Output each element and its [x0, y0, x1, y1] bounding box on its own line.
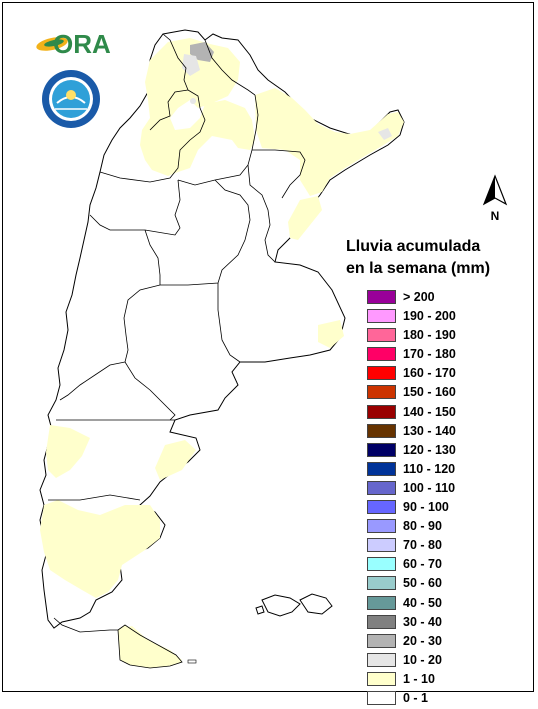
legend-label: 120 - 130 — [403, 442, 456, 457]
smn-emblem — [42, 70, 100, 128]
legend-label: > 200 — [403, 290, 435, 304]
legend-swatch — [367, 461, 396, 476]
legend-label: 1 - 10 — [403, 671, 435, 686]
ora-logo-text: ORA — [53, 29, 111, 59]
legend-swatch — [367, 576, 396, 591]
legend-swatch — [367, 519, 396, 534]
north-label: N — [491, 209, 500, 223]
ora-leaf-icon — [36, 37, 68, 51]
legend-label: 10 - 20 — [403, 652, 442, 667]
legend-swatch — [367, 366, 396, 381]
legend-swatch — [367, 557, 396, 572]
legend-swatch — [367, 290, 396, 304]
legend-swatch — [367, 328, 396, 343]
legend-swatch — [367, 538, 396, 553]
north-arrow-icon: N — [482, 174, 508, 223]
legend-label: 170 - 180 — [403, 347, 456, 362]
legend-label: 140 - 150 — [403, 404, 456, 419]
legend-label: 160 - 170 — [403, 366, 456, 381]
legend-label: 30 - 40 — [403, 614, 442, 629]
legend-label: 0 - 1 — [403, 690, 429, 705]
legend-swatch — [367, 500, 396, 515]
legend-swatch — [367, 690, 396, 705]
small-island — [187, 659, 197, 664]
legend-swatch — [367, 614, 396, 629]
legend-swatch — [367, 385, 396, 400]
legend-label: 60 - 70 — [403, 557, 442, 572]
legend-label: 20 - 30 — [403, 633, 442, 648]
tierra-del-fuego — [117, 624, 183, 669]
legend-label: 100 - 110 — [403, 480, 456, 495]
legend-swatch — [367, 442, 396, 457]
province-borders — [48, 33, 306, 633]
legend-swatch — [367, 652, 396, 667]
legend-label: 80 - 90 — [403, 519, 442, 534]
legend-swatch — [367, 595, 396, 610]
legend-label: 50 - 60 — [403, 576, 442, 591]
legend-label: 70 - 80 — [403, 538, 442, 553]
legend-label: 150 - 160 — [403, 385, 456, 400]
legend-swatch — [367, 671, 396, 686]
legend-swatch — [367, 423, 396, 438]
legend-label: 90 - 100 — [403, 500, 449, 515]
legend-swatch — [367, 309, 396, 324]
legend-swatch — [367, 404, 396, 419]
legend-label: 180 - 190 — [403, 328, 456, 343]
legend-title-line1: Lluvia acumulada — [346, 238, 481, 255]
legend-swatch — [367, 347, 396, 362]
legend-label: 130 - 140 — [403, 423, 456, 438]
malvinas-islands — [255, 593, 333, 617]
legend-label: 110 - 120 — [403, 461, 456, 476]
legend-title-line2: en la semana (mm) — [346, 260, 491, 277]
legend-label: 190 - 200 — [403, 309, 456, 324]
legend-title: Lluvia acumulada en la semana (mm) — [346, 236, 526, 280]
legend-swatch — [367, 480, 396, 495]
legend-label: 40 - 50 — [403, 595, 442, 610]
legend-swatch — [367, 633, 396, 648]
